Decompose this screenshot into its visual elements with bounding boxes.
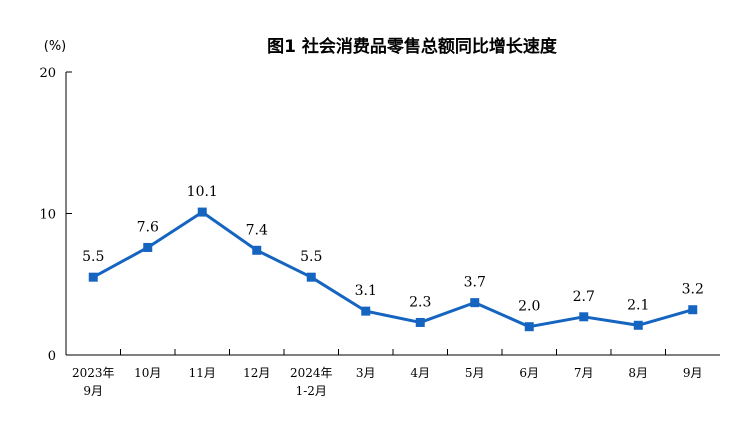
x-tick-label: 1-2月 bbox=[296, 384, 327, 398]
x-tick-label: 5月 bbox=[465, 366, 485, 380]
data-point-marker bbox=[252, 245, 262, 255]
data-label: 3.7 bbox=[464, 275, 486, 291]
data-label: 3.2 bbox=[682, 282, 704, 298]
x-tick-label: 7月 bbox=[574, 366, 594, 380]
x-tick-label: 11月 bbox=[189, 366, 216, 380]
x-tick-label: 12月 bbox=[243, 366, 270, 380]
y-tick-label: 0 bbox=[48, 349, 56, 364]
chart-title: 图1 社会消费品零售总额同比增长速度 bbox=[267, 36, 558, 57]
data-label: 10.1 bbox=[187, 184, 218, 200]
x-tick-label: 6月 bbox=[519, 366, 539, 380]
data-point-marker bbox=[306, 272, 316, 282]
series-layer bbox=[88, 207, 698, 332]
x-tick-label: 10月 bbox=[134, 366, 161, 380]
x-tick-label: 2023年 bbox=[72, 366, 115, 380]
data-point-marker bbox=[197, 207, 207, 217]
data-label: 2.7 bbox=[573, 289, 595, 305]
x-tick-label: 4月 bbox=[410, 366, 430, 380]
data-labels: 5.5 7.6 10.1 7.4 5.5 3.1 2.3 3.7 2.0 2.7 2.1 3.2 bbox=[82, 184, 704, 315]
data-point-marker bbox=[688, 305, 698, 315]
x-tick-label: 9月 bbox=[83, 384, 103, 398]
x-tick-label: 9月 bbox=[683, 366, 703, 380]
data-point-marker bbox=[88, 272, 98, 282]
data-label: 5.5 bbox=[82, 249, 104, 265]
data-label: 5.5 bbox=[300, 249, 322, 265]
y-tick-label: 10 bbox=[39, 208, 56, 223]
data-label: 7.6 bbox=[137, 219, 159, 235]
data-label: 2.3 bbox=[409, 294, 431, 310]
data-point-marker bbox=[633, 320, 643, 330]
y-axis-unit-label: (%) bbox=[44, 39, 67, 54]
x-tick-label: 8月 bbox=[628, 366, 648, 380]
data-point-marker bbox=[579, 312, 589, 322]
data-label: 2.0 bbox=[518, 299, 540, 315]
x-tick-label: 3月 bbox=[356, 366, 376, 380]
data-label: 3.1 bbox=[355, 283, 377, 299]
axes: 0 10 20 2023年 9月 10月 11月 12月 2024年 1-2月 3月 4月 5月 6月 7月… bbox=[39, 66, 720, 398]
x-tick-label: 2024年 bbox=[290, 366, 333, 380]
data-label: 2.1 bbox=[627, 297, 649, 313]
data-point-marker bbox=[415, 317, 425, 327]
data-point-marker bbox=[470, 298, 480, 308]
data-label: 7.4 bbox=[246, 222, 268, 238]
data-point-marker bbox=[143, 242, 153, 252]
series-line bbox=[92, 210, 694, 329]
data-point-marker bbox=[361, 306, 371, 316]
y-tick-label: 20 bbox=[39, 66, 56, 81]
data-point-marker bbox=[524, 322, 534, 332]
